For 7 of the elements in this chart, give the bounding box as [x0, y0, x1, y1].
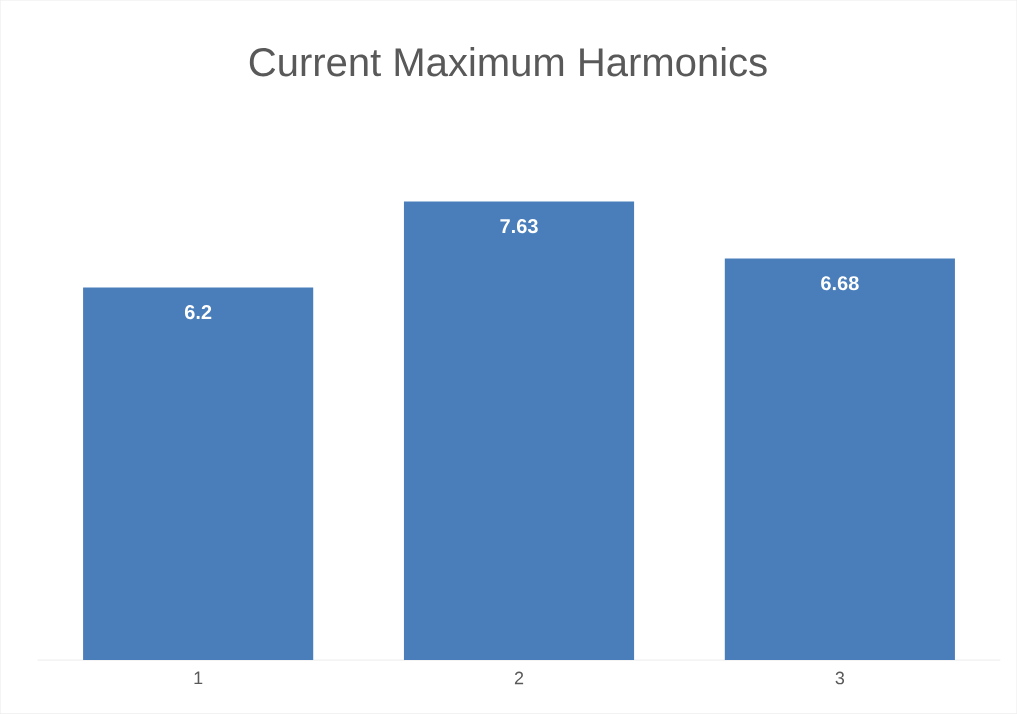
- data-label: 7.63: [500, 219, 538, 234]
- x-tick-label: 1: [194, 671, 203, 685]
- x-tick-label: 2: [514, 671, 524, 685]
- x-tick-label: 3: [835, 671, 845, 685]
- chart-title: Current Maximum Harmonics: [249, 47, 767, 77]
- data-label: 6.2: [184, 305, 212, 320]
- data-label: 6.68: [821, 276, 859, 291]
